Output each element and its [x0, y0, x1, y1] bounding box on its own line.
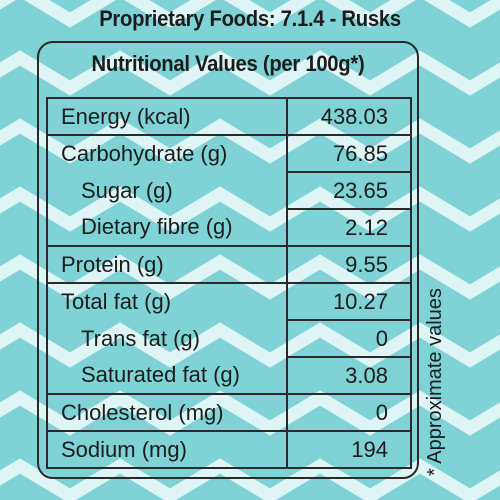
- table-row: Carbohydrate (g) 76.85: [47, 134, 411, 172]
- nutrient-name: Dietary fibre (g): [47, 209, 288, 246]
- nutrition-table-title: Nutritional Values (per 100g*): [91, 51, 365, 76]
- approximate-values-note: * Approximate values: [424, 288, 446, 476]
- nutrient-value: 3.08: [285, 356, 411, 394]
- nutrient-name: Energy (kcal): [47, 98, 288, 135]
- nutrient-name: Total fat (g): [47, 282, 288, 320]
- table-row: Sugar (g) 23.65: [47, 171, 411, 209]
- table-row: Energy (kcal) 438.03: [47, 98, 411, 135]
- nutrient-name: Protein (g): [47, 245, 288, 283]
- table-row: Protein (g) 9.55: [47, 245, 411, 283]
- nutrient-value: 194: [285, 430, 411, 468]
- nutrient-name: Sugar (g): [47, 172, 288, 209]
- table-row: Sodium (mg) 194: [47, 430, 411, 468]
- nutrient-name: Sodium (mg): [47, 430, 288, 468]
- nutrition-table: Energy (kcal) 438.03 Carbohydrate (g) 76…: [46, 97, 412, 469]
- nutrient-value: 0: [285, 393, 411, 431]
- table-row: Trans fat (g) 0: [47, 319, 411, 357]
- table-row: Dietary fibre (g) 2.12: [47, 208, 411, 246]
- nutrition-panel: Nutritional Values (per 100g*) Energy (k…: [37, 41, 419, 479]
- nutrient-value: 2.12: [285, 208, 411, 246]
- nutrient-value: 0: [285, 319, 411, 357]
- table-row: Total fat (g) 10.27: [47, 282, 411, 320]
- nutrient-name: Cholesterol (mg): [47, 393, 288, 431]
- page-title: Proprietary Foods: 7.1.4 - Rusks: [99, 6, 401, 31]
- table-row: Cholesterol (mg) 0: [47, 393, 411, 431]
- nutrient-value: 76.85: [285, 134, 411, 172]
- nutrient-name: Saturated fat (g): [47, 357, 288, 394]
- nutrient-value: 9.55: [285, 245, 411, 283]
- nutrient-name: Carbohydrate (g): [47, 134, 288, 172]
- nutrient-name: Trans fat (g): [47, 320, 288, 357]
- nutrient-value: 438.03: [285, 98, 411, 135]
- nutrient-value: 23.65: [285, 171, 411, 209]
- table-row: Saturated fat (g) 3.08: [47, 356, 411, 394]
- nutrient-value: 10.27: [285, 282, 411, 320]
